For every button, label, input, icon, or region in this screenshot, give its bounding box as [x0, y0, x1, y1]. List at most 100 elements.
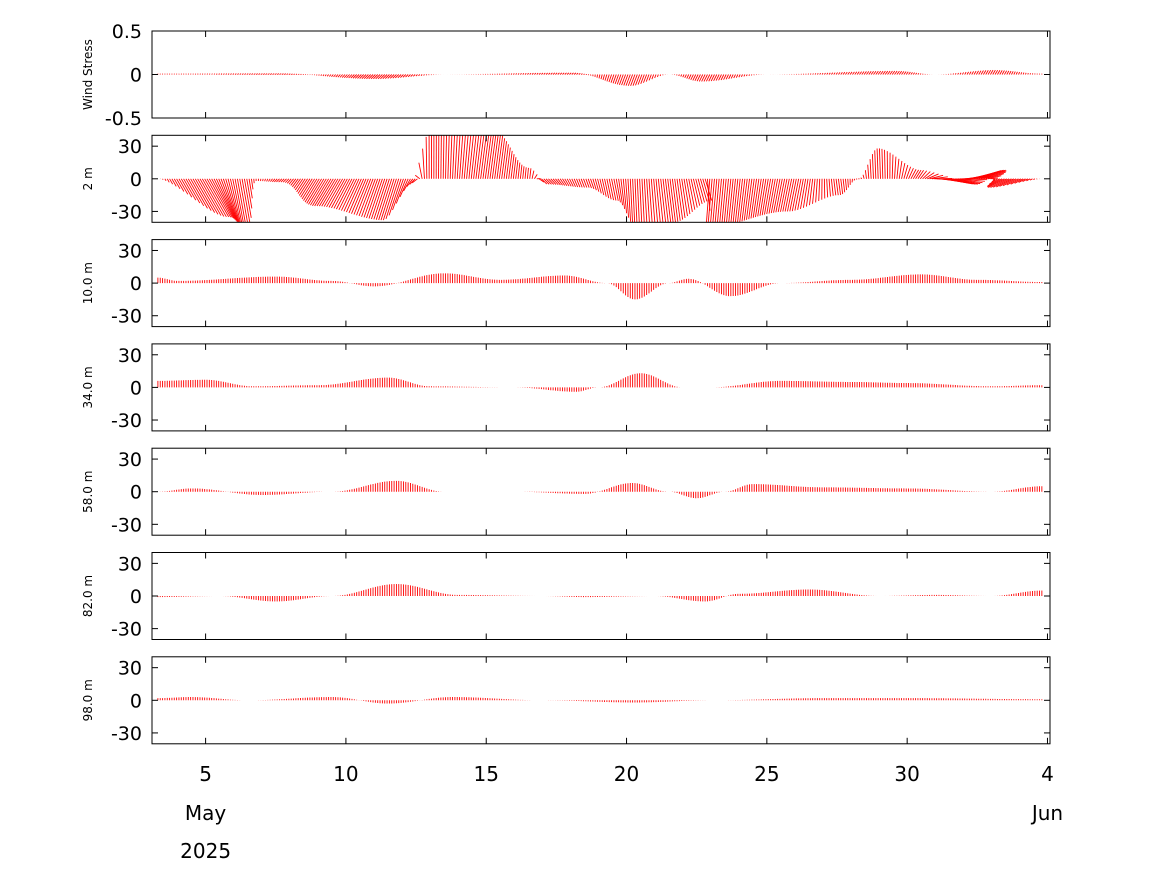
stick: [728, 74, 732, 80]
stick: [201, 178, 225, 217]
stick: [239, 73, 242, 75]
stick: [651, 74, 655, 80]
stick: [807, 73, 809, 75]
stick: [882, 70, 886, 75]
stick: [351, 178, 367, 214]
stick: [684, 74, 687, 79]
stick: [910, 72, 913, 75]
stick: [987, 178, 1000, 187]
stick: [545, 72, 548, 75]
stick: [517, 162, 521, 179]
stick: [534, 72, 537, 75]
panel-3: 30 0 -30 10.0 m: [81, 239, 1051, 328]
stick: [370, 178, 386, 220]
stick: [838, 72, 841, 75]
stick: [590, 178, 595, 190]
stick: [548, 72, 551, 75]
stick: [337, 74, 341, 78]
stick: [425, 136, 428, 179]
stick: [489, 135, 497, 179]
stick: [701, 74, 706, 82]
stick: [874, 150, 877, 179]
stick: [382, 178, 397, 221]
stick: [861, 71, 865, 75]
stick: [905, 71, 909, 75]
stick: [985, 173, 1005, 180]
y-tick-label: 0: [130, 690, 142, 712]
stick: [971, 71, 974, 75]
stick: [262, 73, 266, 75]
stick: [322, 74, 325, 77]
stick: [513, 73, 515, 75]
stick: [281, 73, 284, 75]
stick: [394, 74, 400, 79]
stick: [243, 178, 252, 218]
stick: [268, 178, 271, 182]
stick: [876, 148, 879, 179]
stick: [643, 74, 648, 83]
stick: [730, 74, 734, 79]
stick: [213, 178, 235, 219]
stick: [557, 178, 563, 186]
stick: [837, 178, 841, 196]
stick: [814, 73, 817, 75]
stick: [524, 72, 527, 75]
stick: [682, 74, 685, 78]
stick: [864, 170, 867, 179]
stick: [494, 73, 496, 75]
x-tick-label: 10: [333, 762, 358, 786]
stick: [515, 73, 518, 75]
stick: [406, 178, 414, 187]
stick: [343, 178, 360, 212]
stick: [910, 169, 917, 180]
stick: [187, 178, 205, 207]
stick: [169, 178, 174, 185]
stick: [927, 173, 939, 180]
stick: [1014, 178, 1024, 184]
stick: [797, 178, 804, 210]
stick: [919, 170, 928, 180]
stick: [384, 74, 390, 79]
stick: [571, 72, 574, 75]
stick: [853, 178, 856, 181]
stick: [730, 178, 736, 223]
stick: [208, 178, 232, 218]
stick: [994, 69, 999, 75]
stick: [491, 73, 494, 75]
stick: [606, 178, 612, 200]
stick: [980, 70, 984, 75]
stick: [267, 73, 270, 75]
stick: [343, 74, 348, 79]
stick: [743, 74, 746, 77]
stick: [717, 178, 722, 223]
stick: [627, 178, 632, 222]
stick: [470, 135, 477, 179]
stick: [341, 178, 358, 211]
stick: [216, 73, 218, 75]
stick: [534, 174, 538, 180]
stick: [294, 178, 304, 191]
stick: [898, 160, 903, 179]
stick: [819, 72, 822, 75]
stick: [320, 74, 322, 76]
stick: [400, 74, 404, 78]
stick: [707, 178, 713, 223]
stick: [545, 178, 552, 185]
stick: [692, 178, 701, 206]
stick: [852, 71, 855, 75]
panel-2-ylabel: 2 m: [81, 167, 95, 190]
stick: [705, 74, 711, 82]
stick: [363, 178, 379, 218]
stick: [743, 178, 750, 221]
stick: [996, 178, 1012, 188]
stick: [529, 168, 532, 179]
stick: [714, 178, 720, 223]
stick: [705, 178, 711, 223]
stick: [659, 74, 662, 77]
stick: [867, 164, 870, 179]
stick: [265, 73, 268, 75]
stick: [304, 178, 320, 203]
x-tick-label: 25: [754, 762, 779, 786]
panel-3-sticks: [157, 273, 1043, 300]
stick: [580, 178, 585, 188]
